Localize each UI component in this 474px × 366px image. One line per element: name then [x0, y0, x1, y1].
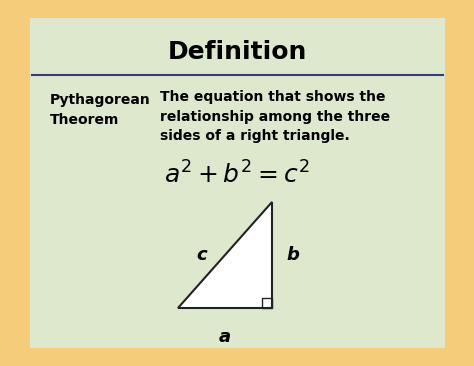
Text: b: b [286, 246, 299, 264]
Text: Pythagorean
Theorem: Pythagorean Theorem [50, 93, 151, 127]
Bar [262, 298, 272, 308]
Text: Definition: Definition [167, 40, 307, 64]
Text: $a^2 + b^2 = c^2$: $a^2 + b^2 = c^2$ [164, 161, 310, 188]
Text: The equation that shows the
relationship among the three
sides of a right triang: The equation that shows the relationship… [160, 90, 390, 143]
Text: c: c [196, 246, 207, 264]
Text: a: a [219, 328, 231, 346]
Polygon shape [178, 202, 272, 308]
FancyBboxPatch shape [30, 18, 445, 348]
